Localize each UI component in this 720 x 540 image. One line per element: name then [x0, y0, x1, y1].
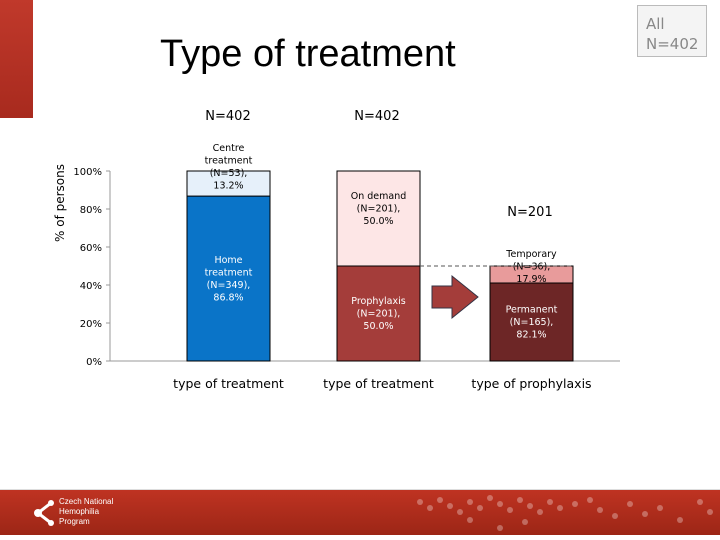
page-title: Type of treatment	[160, 33, 456, 75]
decor-dot	[657, 505, 663, 511]
decor-dot	[487, 495, 493, 501]
y-axis-label: % of persons	[53, 164, 67, 242]
logo-icon	[34, 500, 54, 526]
bar-segment	[489, 265, 574, 284]
decor-dot	[427, 505, 433, 511]
group-n-label: N=402	[205, 109, 250, 124]
decor-dot	[497, 501, 503, 507]
data-label: Centre	[213, 143, 245, 154]
data-label: 50.0%	[363, 321, 393, 332]
decor-dot	[447, 503, 453, 509]
y-tick-label: 80%	[80, 205, 102, 216]
data-label: (N=201),	[357, 309, 401, 320]
data-label: Prophylaxis	[351, 296, 405, 307]
data-label: 86.8%	[213, 292, 243, 303]
y-tick-label: 60%	[80, 243, 102, 254]
data-label: On demand	[351, 191, 407, 202]
data-label: treatment	[205, 155, 253, 166]
x-category-label: type of treatment	[173, 376, 284, 391]
decor-dot	[497, 525, 503, 531]
decor-dot	[557, 505, 563, 511]
decor-dot	[587, 497, 593, 503]
data-label: 50.0%	[363, 216, 393, 227]
decor-dot	[537, 509, 543, 515]
decor-dot	[642, 511, 648, 517]
bar-segment	[336, 170, 421, 267]
sample-size-label: All	[646, 15, 665, 33]
decor-dot	[507, 507, 513, 513]
decor-dot	[707, 509, 713, 515]
data-label: (N=53),	[210, 168, 248, 179]
footer-banner	[0, 489, 720, 535]
stacked-bar-chart: 0%20%40%60%80%100%% of personsHometreatm…	[53, 109, 620, 391]
decor-dot	[612, 513, 618, 519]
decor-dot	[477, 505, 483, 511]
y-tick-label: 40%	[80, 281, 102, 292]
data-label: (N=201),	[357, 204, 401, 215]
y-tick-label: 20%	[80, 319, 102, 330]
data-label: 82.1%	[516, 330, 546, 341]
logo-text: Czech National Hemophilia Program	[59, 497, 114, 526]
data-label: Home	[214, 255, 242, 266]
sample-size-value: N=402	[646, 35, 699, 53]
decor-dot	[467, 517, 473, 523]
data-label: Permanent	[506, 305, 558, 316]
decor-dot	[517, 497, 523, 503]
y-tick-label: 100%	[73, 167, 102, 178]
sample-size-box: All N=402	[637, 5, 707, 57]
dots-decoration	[417, 495, 713, 531]
bar-segment	[186, 170, 271, 197]
decor-dot	[437, 497, 443, 503]
bar-segment	[489, 282, 574, 362]
decor-dot	[522, 519, 528, 525]
decor-dot	[547, 499, 553, 505]
data-label: 17.9%	[516, 274, 546, 285]
decor-dot	[677, 517, 683, 523]
data-label: (N=36),	[513, 262, 551, 273]
data-label: (N=349),	[207, 280, 251, 291]
group-n-label: N=201	[507, 205, 552, 220]
decor-dot	[627, 501, 633, 507]
right-arrow-icon	[431, 274, 479, 320]
data-label: Temporary	[505, 249, 557, 260]
decor-dot	[417, 499, 423, 505]
bar-segment	[336, 265, 421, 362]
decor-dot	[467, 499, 473, 505]
data-label: (N=165),	[510, 317, 554, 328]
bar-segment	[186, 195, 271, 362]
decor-dot	[527, 503, 533, 509]
data-label: treatment	[205, 267, 253, 278]
x-category-label: type of treatment	[323, 376, 434, 391]
x-category-label: type of prophylaxis	[471, 376, 591, 391]
data-label: 13.2%	[213, 180, 243, 191]
corner-accent-bar	[0, 0, 33, 118]
y-tick-label: 0%	[86, 357, 102, 368]
decor-dot	[572, 501, 578, 507]
decor-dot	[697, 499, 703, 505]
decor-dot	[597, 507, 603, 513]
decor-dot	[457, 509, 463, 515]
group-n-label: N=402	[354, 109, 399, 124]
